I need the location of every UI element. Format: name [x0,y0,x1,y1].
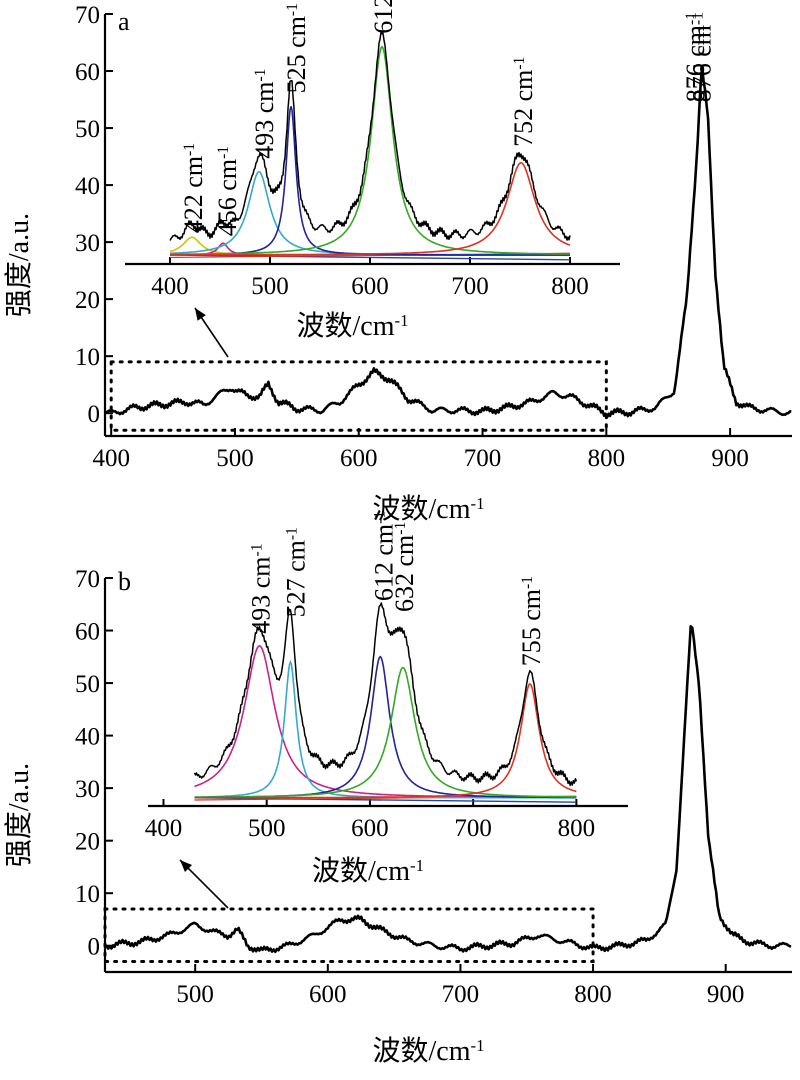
y-tick-label: 60 [75,619,100,646]
inset-plot: 400 500 600 700 800 波数/cm-1 493 cm-1 527 cm-1 61… [145,511,628,887]
inset-x-axis-title: 波数/cm-1 [297,310,409,342]
x-axis-title: 波数/cm-1 [373,1035,485,1067]
series-line [104,625,792,954]
inset-peak-label: 755 cm-1 [517,576,546,666]
series-line [104,65,792,419]
x-axis-title: 波数/cm-1 [373,493,485,525]
highlight-box [109,360,608,432]
inset-x-tick-label: 700 [454,815,492,842]
y-tick-label: 20 [75,287,100,314]
inset-baseline [194,797,577,803]
inset-x-tick-label: 600 [351,273,389,300]
highlight-box [103,907,595,963]
y-tick-label: 70 [75,566,100,593]
x-tick-label: 600 [309,981,347,1008]
y-tick-label: 30 [75,776,100,803]
inset-x-tick-label: 800 [551,273,589,300]
inset-fit-peak [170,45,570,256]
inset-fit-peak [194,645,577,799]
y-tick-label: 50 [75,116,100,143]
inset-peak-label: 632 cm-1 [390,522,419,612]
inset-fit-peak [194,666,577,798]
y-tick-label: 60 [75,59,100,86]
y-tick-label: 20 [75,829,100,856]
inset-measured-line [169,31,571,241]
inset-peak-label: 752 cm-1 [509,57,538,147]
inset-x-axis-title: 波数/cm-1 [312,855,424,887]
arrow-head [195,308,206,321]
panel-letter: b [118,567,131,596]
peak-label: 876 cm-1 [687,12,716,102]
inset-fit-peak [194,682,577,799]
inset-peak-label: 422 cm-1 [179,143,208,233]
inset-peak-label: 527 cm-1 [282,527,311,617]
x-tick-label: 500 [216,445,254,472]
panel-letter: a [118,7,130,36]
x-tick-label: 700 [464,445,502,472]
x-tick-label: 500 [176,981,214,1008]
y-tick-label: 30 [75,230,100,257]
y-tick-label: 70 [75,2,100,29]
inset-peak-label: 456 cm-1 [213,146,242,236]
x-tick-label: 900 [711,445,749,472]
y-tick-label: 40 [75,173,100,200]
inset-x-tick-label: 400 [151,273,189,300]
panel-a: 0 10 20 30 40 50 60 70 400 500 600 700 800 900 波数/cm-1… [3,0,792,525]
x-tick-label: 700 [442,981,480,1008]
y-tick-label: 0 [88,401,101,428]
y-tick-label: 10 [75,881,100,908]
x-tick-label: 800 [574,981,612,1008]
inset-peak-label: 612 cm-1 [369,511,398,601]
x-tick-label: 400 [92,445,130,472]
inset-x-tick-label: 400 [145,815,183,842]
inset-x-tick-label: 700 [451,273,489,300]
inset-fit-peak [170,161,571,256]
y-tick-label: 50 [75,671,100,698]
inset-peak-label: 612 cm-1 [369,0,398,34]
inset-peak-label: 493 cm-1 [246,543,275,633]
inset-x-tick-label: 600 [351,815,389,842]
inset-peak-label: 493 cm-1 [250,69,279,159]
x-tick-label: 900 [707,981,745,1008]
inset-x-tick-label: 500 [251,273,289,300]
inset-baseline [169,254,571,261]
x-tick-label: 600 [340,445,378,472]
y-axis-title: 强度/a.u. [3,763,35,867]
inset-x-tick-label: 800 [558,815,596,842]
y-tick-label: 0 [88,934,101,961]
peak-label: 876 cm-1 [681,12,710,102]
inset-measured-line [193,602,578,787]
inset-x-tick-label: 500 [248,815,286,842]
x-tick-label: 800 [588,445,626,472]
y-tick-label: 10 [75,344,100,371]
inset-peak-label: 525 cm-1 [282,3,311,93]
arrow-head [180,860,193,873]
y-axis-title: 强度/a.u. [3,213,35,317]
y-tick-label: 40 [75,724,100,751]
